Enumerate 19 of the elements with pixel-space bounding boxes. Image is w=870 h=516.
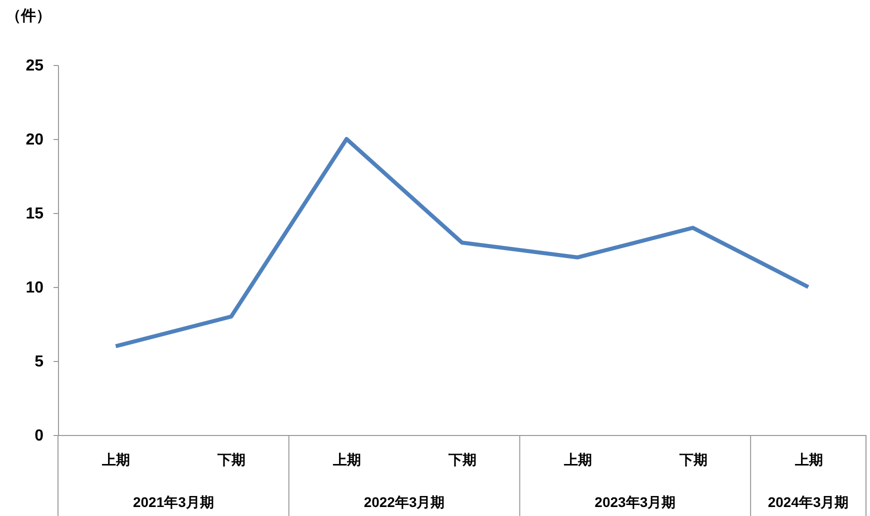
y-axis-title: （件） [6, 8, 51, 24]
text: 2023年3月期 [594, 494, 676, 510]
text: 2024年3月期 [768, 494, 849, 510]
x-tick-label: 上期 [794, 452, 823, 468]
y-tick-label: 5 [34, 354, 44, 370]
x-tick-label: 下期 [216, 452, 246, 468]
x-tick-label: 上期 [562, 452, 592, 468]
x-tick-label: 上期 [332, 452, 362, 468]
y-tick-label: 25 [26, 58, 44, 74]
y-tick-label: 15 [26, 206, 44, 222]
x-tick-label: 上期 [101, 452, 130, 468]
x-tick-label: 下期 [448, 452, 476, 468]
x-tick-label: 下期 [678, 452, 708, 468]
text: 2021年3月期 [132, 494, 214, 510]
y-tick-label: 10 [26, 280, 44, 296]
y-tick-label: 0 [34, 428, 44, 444]
text: 2022年3月期 [364, 494, 445, 510]
line-series [114, 137, 810, 348]
y-tick-label: 20 [26, 132, 44, 148]
